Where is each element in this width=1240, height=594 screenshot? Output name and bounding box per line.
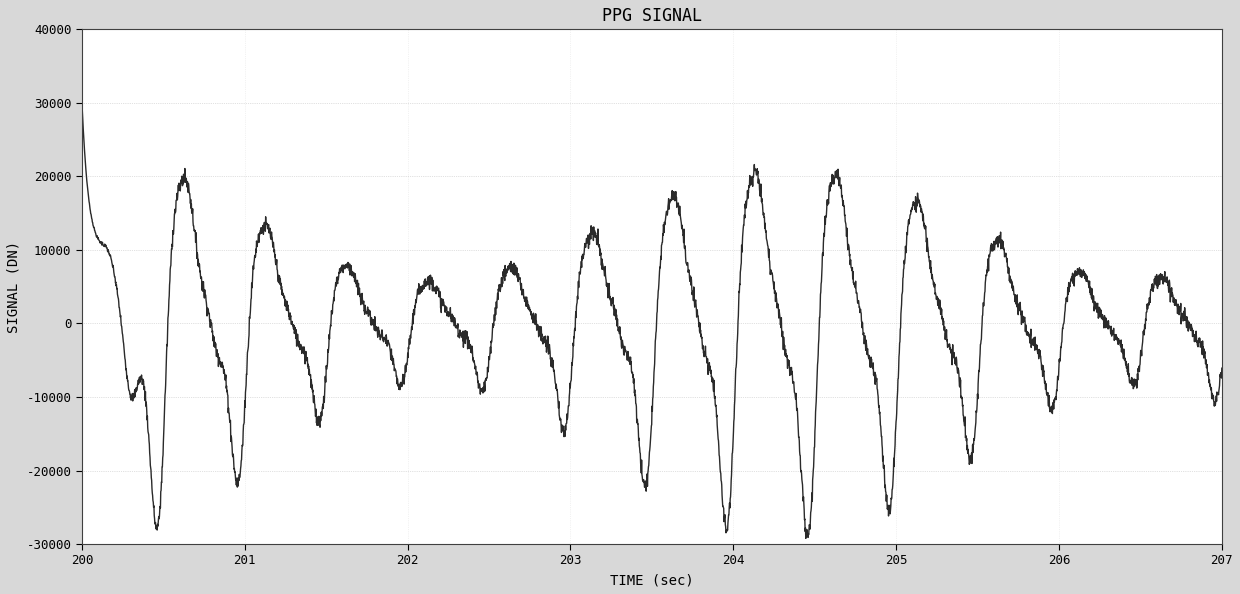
Y-axis label: SIGNAL (DN): SIGNAL (DN) [7,241,21,333]
Title: PPG SIGNAL: PPG SIGNAL [601,7,702,25]
X-axis label: TIME (sec): TIME (sec) [610,573,693,587]
